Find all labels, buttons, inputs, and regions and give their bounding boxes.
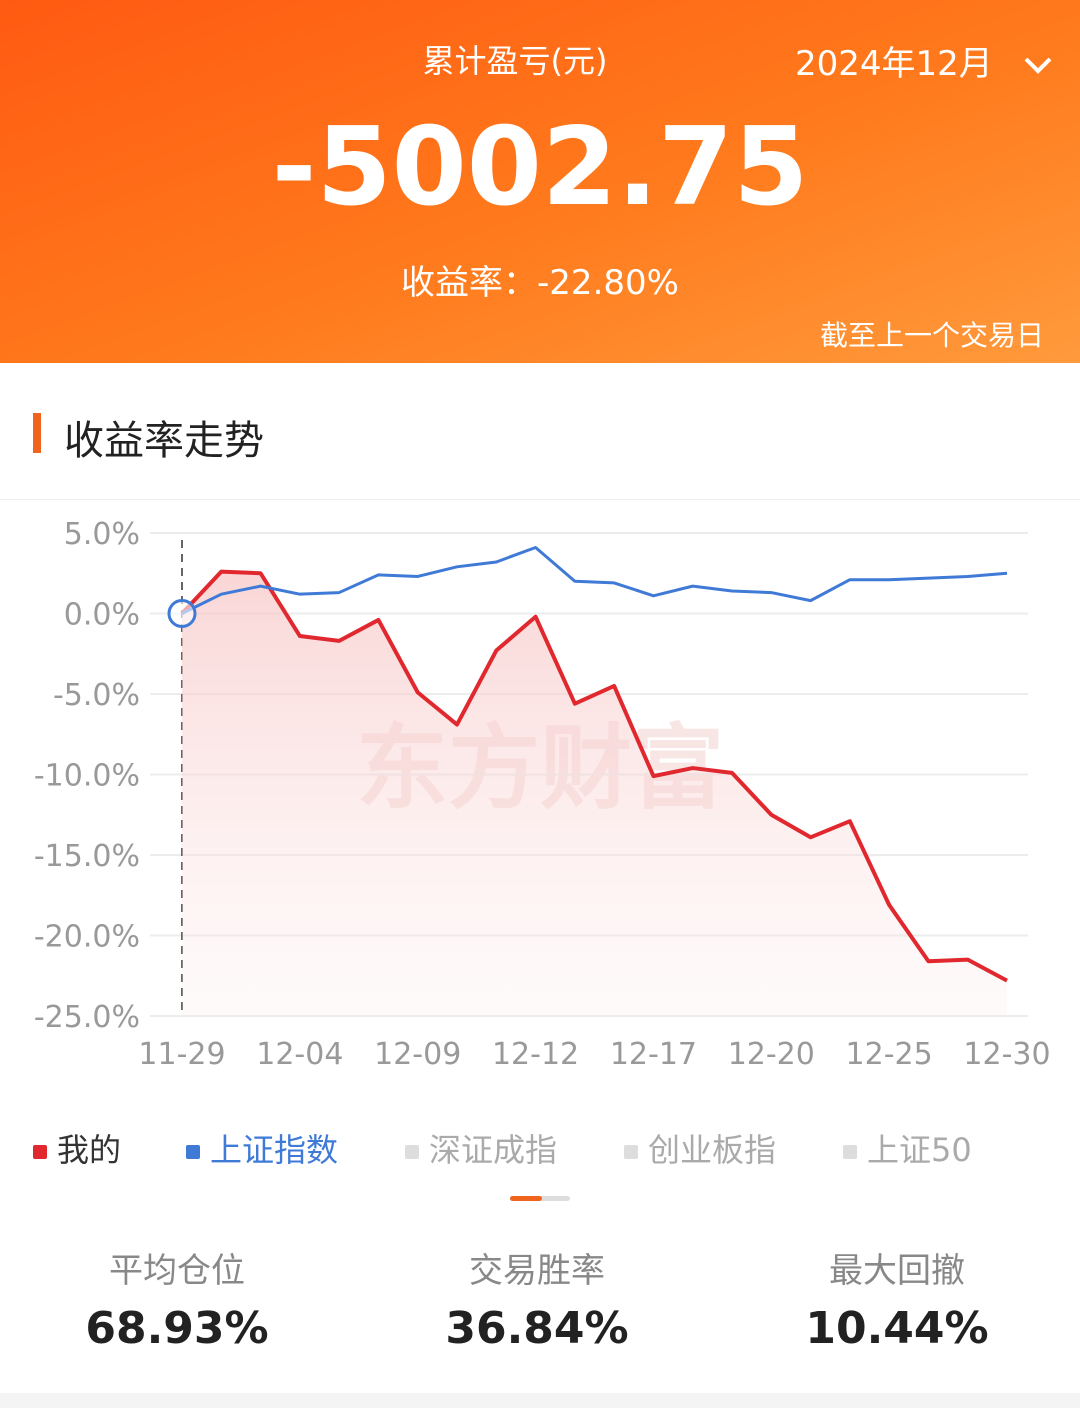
start-marker: [167, 599, 197, 628]
y-tick-label: -25.0%: [34, 1000, 140, 1035]
x-tick-label: 11-29: [138, 1037, 225, 1072]
header: 累计盈亏(元) 2024年12月 -5002.75 收益率：-22.80% 截至…: [0, 0, 1080, 363]
divider: [0, 499, 1080, 500]
footer-strip: [0, 1393, 1080, 1408]
chart: 东方财富 5.0%0.0%-5.0%-10.0%-15.0%-20.0%-25.…: [34, 517, 1051, 1072]
legend-swatch[interactable]: [33, 1145, 47, 1159]
y-tick-label: -10.0%: [34, 759, 140, 794]
section-marker: [33, 413, 41, 453]
pager-thumb: [510, 1196, 542, 1201]
pager-track: [510, 1196, 570, 1201]
month[interactable]: 2024年12月: [795, 44, 993, 84]
legend-swatch[interactable]: [186, 1145, 200, 1159]
legend-item[interactable]: 上证指数: [186, 1125, 338, 1171]
legend-label[interactable]: 上证50: [867, 1131, 972, 1169]
x-tick-label: 12-09: [374, 1037, 461, 1072]
legend-item[interactable]: 我的: [33, 1125, 121, 1171]
y-tick-label: -15.0%: [34, 839, 140, 874]
month-picker[interactable]: 2024年12月: [795, 36, 1054, 85]
y-tick-label: -20.0%: [34, 920, 140, 955]
legend-swatch[interactable]: [405, 1145, 419, 1159]
legend-label[interactable]: 上证指数: [210, 1131, 339, 1169]
x-tick-label: 12-30: [963, 1037, 1050, 1072]
amount: -5002.75: [271, 105, 809, 230]
y-tick-label: 0.0%: [64, 598, 140, 633]
y-tick-label: -5.0%: [53, 678, 140, 713]
legend-label[interactable]: 深证成指: [429, 1131, 558, 1169]
legend-item[interactable]: 深证成指: [405, 1125, 557, 1171]
legend: 我的 上证指数 深证成指 创业板指 上证50: [0, 1125, 1080, 1175]
legend-item[interactable]: 创业板指: [624, 1125, 776, 1171]
x-tick-label: 12-12: [492, 1037, 579, 1072]
x-tick-label: 12-25: [846, 1037, 933, 1072]
stat-value: 36.84%: [445, 1303, 629, 1354]
x-tick-label: 12-20: [728, 1037, 815, 1072]
legend-item[interactable]: 上证50: [843, 1125, 972, 1171]
legend-label[interactable]: 我的: [57, 1131, 122, 1169]
rate: 收益率：-22.80%: [401, 263, 679, 303]
note: 截至上一个交易日: [819, 319, 1044, 352]
line: [181, 545, 1008, 615]
header-title: 累计盈亏(元): [422, 42, 608, 80]
stat-label: 交易胜率: [469, 1251, 605, 1291]
line: [180, 569, 1008, 983]
x-tick-label: 12-04: [256, 1037, 343, 1072]
x-tick-label: 12-17: [610, 1037, 697, 1072]
stat-label: 最大回撤: [829, 1251, 965, 1291]
stat-value: 68.93%: [85, 1303, 269, 1354]
section-title: 收益率走势: [64, 418, 264, 464]
legend-swatch[interactable]: [624, 1145, 638, 1159]
legend-label[interactable]: 创业板指: [648, 1131, 777, 1169]
area: [182, 571, 1007, 1016]
stat-value: 10.44%: [805, 1303, 989, 1354]
legend-swatch[interactable]: [843, 1145, 857, 1159]
stat-label: 平均仓位: [109, 1251, 245, 1291]
y-tick-label: 5.0%: [64, 517, 140, 552]
dropdown-icon[interactable]: [1022, 55, 1054, 75]
